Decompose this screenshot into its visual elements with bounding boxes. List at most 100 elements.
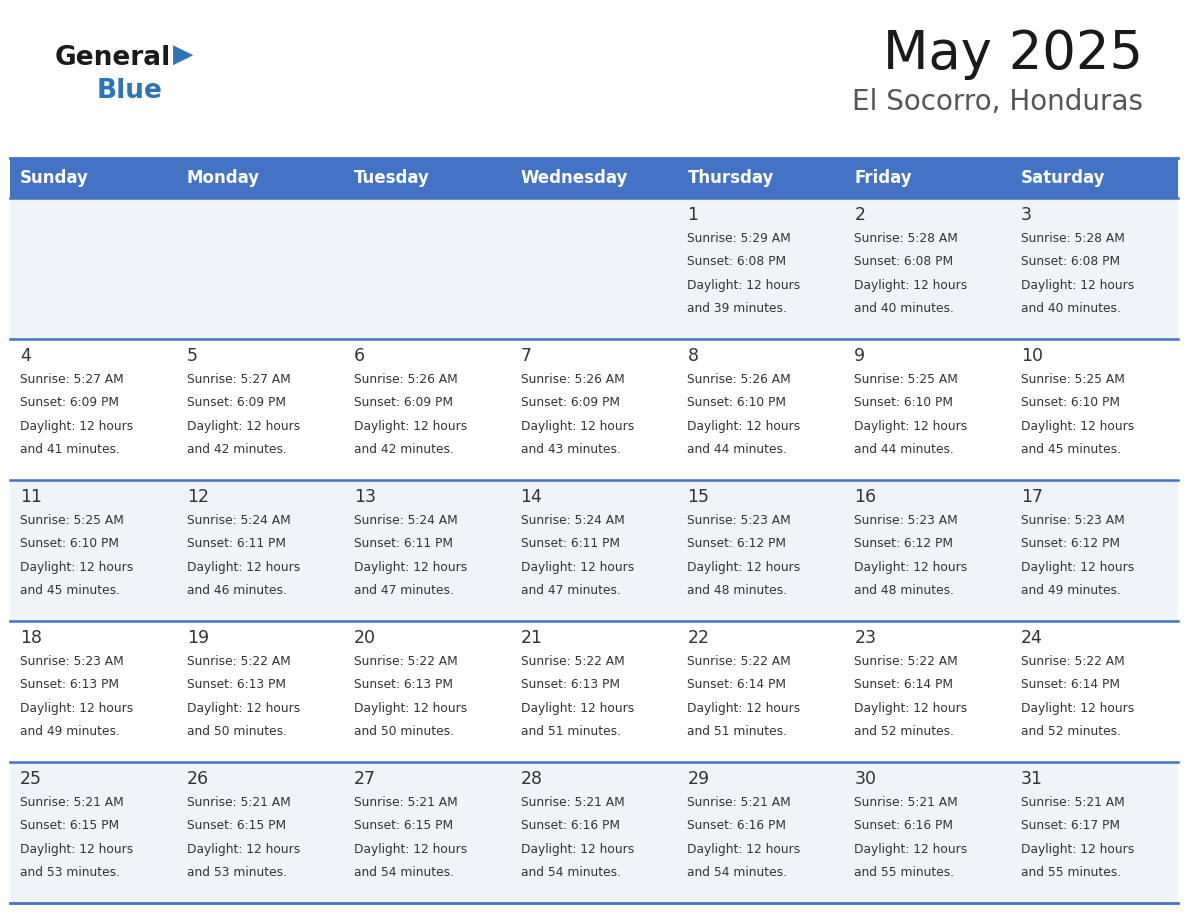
Text: Sunrise: 5:21 AM: Sunrise: 5:21 AM	[1022, 796, 1125, 809]
Text: Thursday: Thursday	[688, 169, 773, 187]
Text: 14: 14	[520, 488, 543, 506]
Text: Sunrise: 5:24 AM: Sunrise: 5:24 AM	[354, 514, 457, 527]
Text: Daylight: 12 hours: Daylight: 12 hours	[187, 702, 301, 715]
Text: Sunset: 6:16 PM: Sunset: 6:16 PM	[520, 820, 620, 833]
Text: Sunset: 6:15 PM: Sunset: 6:15 PM	[20, 820, 119, 833]
Text: 1: 1	[688, 206, 699, 224]
Text: 10: 10	[1022, 347, 1043, 365]
Text: Sunset: 6:08 PM: Sunset: 6:08 PM	[1022, 255, 1120, 268]
Text: Sunrise: 5:28 AM: Sunrise: 5:28 AM	[1022, 232, 1125, 245]
Text: Wednesday: Wednesday	[520, 169, 628, 187]
Text: Sunrise: 5:24 AM: Sunrise: 5:24 AM	[520, 514, 625, 527]
Text: 22: 22	[688, 629, 709, 647]
Bar	[10, 198, 1178, 339]
Text: 8: 8	[688, 347, 699, 365]
Text: Sunset: 6:12 PM: Sunset: 6:12 PM	[1022, 537, 1120, 551]
Text: Sunrise: 5:21 AM: Sunrise: 5:21 AM	[520, 796, 625, 809]
Text: Daylight: 12 hours: Daylight: 12 hours	[520, 702, 634, 715]
Bar	[343, 158, 511, 198]
Text: Sunset: 6:09 PM: Sunset: 6:09 PM	[20, 397, 119, 409]
Text: 5: 5	[187, 347, 198, 365]
Text: Sunset: 6:17 PM: Sunset: 6:17 PM	[1022, 820, 1120, 833]
Text: Sunset: 6:14 PM: Sunset: 6:14 PM	[854, 678, 953, 691]
Text: Saturday: Saturday	[1022, 169, 1106, 187]
Text: Sunrise: 5:28 AM: Sunrise: 5:28 AM	[854, 232, 959, 245]
Text: Sunset: 6:12 PM: Sunset: 6:12 PM	[688, 537, 786, 551]
Text: Sunrise: 5:22 AM: Sunrise: 5:22 AM	[1022, 655, 1125, 668]
Text: Daylight: 12 hours: Daylight: 12 hours	[854, 702, 967, 715]
Text: and 49 minutes.: and 49 minutes.	[1022, 585, 1121, 598]
Text: Daylight: 12 hours: Daylight: 12 hours	[187, 843, 301, 856]
Text: 12: 12	[187, 488, 209, 506]
Text: Daylight: 12 hours: Daylight: 12 hours	[20, 843, 133, 856]
Text: Sunrise: 5:22 AM: Sunrise: 5:22 AM	[520, 655, 625, 668]
Text: Blue: Blue	[97, 78, 163, 104]
Text: 28: 28	[520, 770, 543, 788]
Text: Sunrise: 5:27 AM: Sunrise: 5:27 AM	[20, 373, 124, 386]
Text: May 2025: May 2025	[883, 28, 1143, 80]
Text: Sunset: 6:10 PM: Sunset: 6:10 PM	[1022, 397, 1120, 409]
Text: Sunrise: 5:22 AM: Sunrise: 5:22 AM	[187, 655, 291, 668]
Text: Sunset: 6:10 PM: Sunset: 6:10 PM	[20, 537, 119, 551]
Text: ▶: ▶	[173, 42, 194, 68]
Text: Sunset: 6:13 PM: Sunset: 6:13 PM	[354, 678, 453, 691]
Text: and 51 minutes.: and 51 minutes.	[520, 725, 620, 738]
Text: Sunrise: 5:26 AM: Sunrise: 5:26 AM	[688, 373, 791, 386]
Text: and 47 minutes.: and 47 minutes.	[520, 585, 620, 598]
Text: Monday: Monday	[187, 169, 260, 187]
Text: Daylight: 12 hours: Daylight: 12 hours	[20, 702, 133, 715]
Text: Sunrise: 5:23 AM: Sunrise: 5:23 AM	[1022, 514, 1125, 527]
Text: 18: 18	[20, 629, 42, 647]
Text: Sunset: 6:13 PM: Sunset: 6:13 PM	[520, 678, 620, 691]
Text: 24: 24	[1022, 629, 1043, 647]
Bar	[177, 158, 343, 198]
Text: and 42 minutes.: and 42 minutes.	[354, 443, 454, 456]
Text: Sunrise: 5:23 AM: Sunrise: 5:23 AM	[688, 514, 791, 527]
Text: and 45 minutes.: and 45 minutes.	[1022, 443, 1121, 456]
Text: Sunrise: 5:25 AM: Sunrise: 5:25 AM	[20, 514, 124, 527]
Text: Daylight: 12 hours: Daylight: 12 hours	[854, 843, 967, 856]
Text: Sunset: 6:16 PM: Sunset: 6:16 PM	[854, 820, 953, 833]
Text: Sunset: 6:08 PM: Sunset: 6:08 PM	[688, 255, 786, 268]
Text: Daylight: 12 hours: Daylight: 12 hours	[854, 279, 967, 292]
Text: Daylight: 12 hours: Daylight: 12 hours	[520, 843, 634, 856]
Text: and 54 minutes.: and 54 minutes.	[520, 867, 620, 879]
Text: Sunset: 6:11 PM: Sunset: 6:11 PM	[187, 537, 286, 551]
Text: and 40 minutes.: and 40 minutes.	[1022, 302, 1121, 316]
Text: Sunset: 6:09 PM: Sunset: 6:09 PM	[354, 397, 453, 409]
Text: 27: 27	[354, 770, 375, 788]
Text: Sunrise: 5:27 AM: Sunrise: 5:27 AM	[187, 373, 291, 386]
Text: Daylight: 12 hours: Daylight: 12 hours	[187, 561, 301, 574]
Text: Sunrise: 5:21 AM: Sunrise: 5:21 AM	[688, 796, 791, 809]
Text: and 52 minutes.: and 52 minutes.	[1022, 725, 1121, 738]
Text: Sunrise: 5:21 AM: Sunrise: 5:21 AM	[187, 796, 291, 809]
Text: Sunrise: 5:22 AM: Sunrise: 5:22 AM	[688, 655, 791, 668]
Text: and 43 minutes.: and 43 minutes.	[520, 443, 620, 456]
Text: and 44 minutes.: and 44 minutes.	[854, 443, 954, 456]
Text: and 42 minutes.: and 42 minutes.	[187, 443, 286, 456]
Text: Daylight: 12 hours: Daylight: 12 hours	[688, 702, 801, 715]
Text: Daylight: 12 hours: Daylight: 12 hours	[20, 561, 133, 574]
Text: Sunset: 6:10 PM: Sunset: 6:10 PM	[688, 397, 786, 409]
Text: Sunrise: 5:22 AM: Sunrise: 5:22 AM	[854, 655, 958, 668]
Text: and 49 minutes.: and 49 minutes.	[20, 725, 120, 738]
Text: Daylight: 12 hours: Daylight: 12 hours	[1022, 843, 1135, 856]
Text: Sunrise: 5:23 AM: Sunrise: 5:23 AM	[20, 655, 124, 668]
Text: Sunset: 6:15 PM: Sunset: 6:15 PM	[187, 820, 286, 833]
Text: Daylight: 12 hours: Daylight: 12 hours	[1022, 279, 1135, 292]
Text: Sunrise: 5:26 AM: Sunrise: 5:26 AM	[520, 373, 625, 386]
Text: 21: 21	[520, 629, 543, 647]
Bar	[1011, 158, 1178, 198]
Text: 7: 7	[520, 347, 531, 365]
Text: and 44 minutes.: and 44 minutes.	[688, 443, 788, 456]
Text: Sunset: 6:15 PM: Sunset: 6:15 PM	[354, 820, 453, 833]
Text: 19: 19	[187, 629, 209, 647]
Text: 9: 9	[854, 347, 865, 365]
Text: and 46 minutes.: and 46 minutes.	[187, 585, 286, 598]
Bar	[10, 339, 1178, 480]
Text: El Socorro, Honduras: El Socorro, Honduras	[852, 88, 1143, 116]
Text: and 40 minutes.: and 40 minutes.	[854, 302, 954, 316]
Bar	[10, 621, 1178, 762]
Text: Sunset: 6:16 PM: Sunset: 6:16 PM	[688, 820, 786, 833]
Text: and 53 minutes.: and 53 minutes.	[20, 867, 120, 879]
